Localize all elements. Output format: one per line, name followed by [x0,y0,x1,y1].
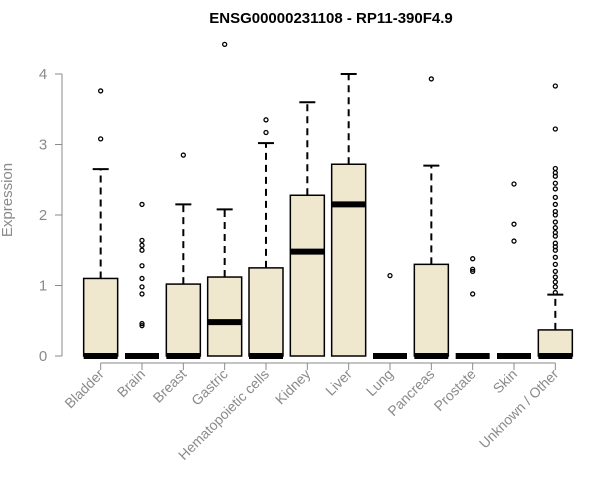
outlier-point [511,238,517,244]
outlier-point [552,268,558,275]
outlier-point [552,126,558,132]
box-series [82,41,574,359]
outlier-point [139,284,145,290]
outlier-point [552,240,558,246]
outlier-point [139,237,145,244]
box [289,194,326,357]
y-axis-label: Expression [0,163,16,237]
chart-title: ENSG00000231108 - RP11-390F4.9 [209,10,453,27]
box-group [373,272,407,359]
box [165,283,202,357]
x-tick-label: Skin [490,366,521,397]
outlier-point [552,219,558,225]
x-tick-label: Brain [114,366,148,400]
outlier-point [139,291,145,297]
outlier-point [222,41,228,48]
x-tick-label: Breast [150,366,190,406]
outlier-point [139,263,145,269]
box [537,329,574,357]
outlier-point [552,180,558,186]
outlier-point [139,201,145,208]
outlier-point [263,129,269,136]
outlier-point [139,242,145,248]
x-tick-label: Prostate [431,366,479,414]
box-group [82,88,119,359]
outlier-point [511,221,517,227]
x-tick-label: Kidney [272,366,314,408]
outlier-point [470,291,476,297]
outlier-point [552,186,558,192]
outlier-point [552,279,558,285]
box-group [455,256,490,359]
outlier-point [470,268,476,275]
outlier-point [552,165,558,172]
x-tick-label: Liver [322,366,355,399]
box-group [165,152,202,359]
box-group [206,41,243,357]
box-group [125,201,159,359]
box-group [413,76,450,359]
outlier-point [139,320,145,327]
box [330,163,367,357]
box-group [248,117,284,359]
y-tick-label: 3 [39,137,47,154]
outlier-point [387,272,393,279]
outlier-point [552,201,558,208]
box [248,267,284,357]
box-group [289,101,326,357]
outlier-point [139,247,145,253]
outlier-point [470,256,476,262]
box [82,277,119,357]
outlier-point [139,275,145,282]
outlier-point [428,76,434,82]
box [206,276,243,357]
outlier-point [139,323,145,329]
outlier-point [552,208,558,215]
y-tick-label: 4 [39,66,47,83]
y-tick-label: 1 [39,278,47,295]
x-tick-label: Bladder [61,366,107,412]
y-tick-label: 0 [39,348,47,365]
box-group [330,73,367,357]
outlier-point [552,194,558,201]
outlier-point [552,274,558,280]
outlier-point [263,117,269,123]
outlier-point [180,152,186,158]
x-tick-label: Lung [363,366,396,399]
outlier-point [552,261,558,268]
y-axis: 0 1 2 3 4 [39,66,63,365]
outlier-point [552,284,558,290]
outlier-point [552,229,558,236]
box-group [537,83,574,359]
box [413,263,450,357]
box-group [497,181,531,359]
outlier-point [552,170,558,176]
outlier-point [98,88,104,94]
outlier-point [98,136,104,142]
outlier-point [552,83,558,89]
outlier-point [511,181,517,187]
outlier-point [552,289,558,296]
outlier-point [552,225,558,231]
outlier-point [552,254,558,260]
outlier-point [470,266,476,272]
y-tick-label: 2 [39,207,47,224]
